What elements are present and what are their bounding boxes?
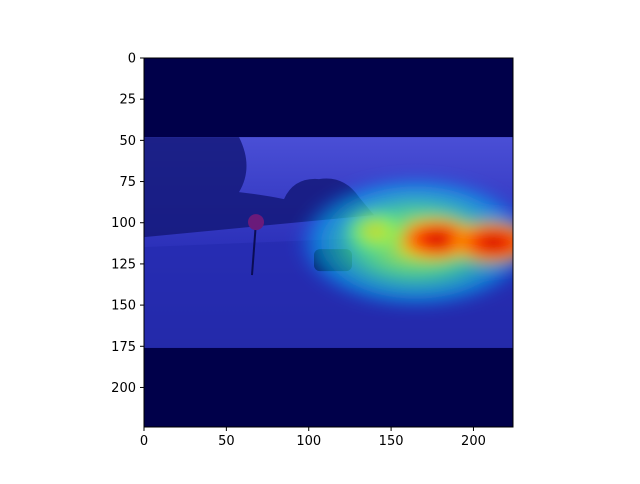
y-tick-label: 50 — [119, 134, 136, 149]
plot-frame — [143, 57, 514, 428]
x-tick-label: 150 — [379, 434, 404, 449]
y-tick-label: 175 — [111, 340, 136, 355]
y-tick-label: 0 — [128, 52, 136, 67]
y-tick-label: 150 — [111, 299, 136, 314]
x-tick-label: 200 — [461, 434, 486, 449]
heat-hotspot-3 — [338, 204, 411, 258]
x-tick-label: 50 — [218, 434, 235, 449]
y-tick-label: 75 — [119, 175, 136, 190]
heat-overlay — [292, 173, 513, 312]
x-tick-label: 0 — [140, 434, 148, 449]
sign-post — [251, 221, 257, 276]
x-tick-label: 100 — [296, 434, 321, 449]
y-tick-label: 100 — [111, 216, 136, 231]
y-tick-label: 200 — [111, 381, 136, 396]
y-tick-label: 125 — [111, 257, 136, 272]
plot-area — [144, 58, 513, 427]
stop-sign — [248, 214, 264, 231]
heat-hotspot-2 — [447, 217, 513, 268]
x-axis: 0 50 100 150 200 — [140, 427, 486, 449]
y-axis: 0 25 50 75 100 125 150 175 200 — [111, 52, 144, 396]
y-tick-label: 25 — [119, 93, 136, 108]
